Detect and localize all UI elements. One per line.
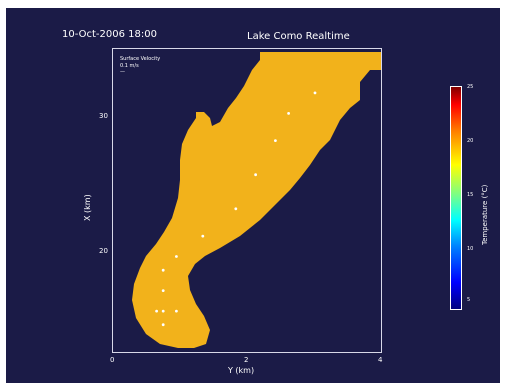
velocity-vector [161,309,165,313]
velocity-vector [161,289,165,292]
y-tick-20: 20 [99,247,108,255]
colorbar-label: Temperature (°C) [481,184,489,245]
datetime-label: 10-Oct-2006 18:00 [62,29,157,40]
velocity-vector [175,309,178,313]
velocity-vector [175,255,178,258]
velocity-vector [254,173,257,177]
chart-title: Lake Como Realtime [247,31,350,42]
x-axis-label: Y (km) [228,366,255,375]
colorbar-tick-20: 20 [467,138,474,144]
y-axis-label: X (km) [83,194,92,221]
velocity-vector [201,234,205,238]
velocity-vector [287,112,290,115]
velocity-vector [161,268,165,272]
velocity-legend-arrow: — [120,69,125,75]
colorbar-tick-10: 10 [467,246,474,252]
colorbar-tick-5: 5 [467,297,471,303]
axes-box [112,48,382,353]
velocity-vector [234,207,238,211]
y-tick-30: 30 [99,112,108,120]
x-tick-4: 4 [378,356,383,364]
x-tick-2: 2 [244,356,249,364]
lake-temperature-field [132,52,382,348]
colorbar-tick-15: 15 [467,192,474,198]
velocity-vector [155,309,159,313]
temperature-colorbar [450,86,462,310]
velocity-legend: Surface Velocity 0.1 m/s — [120,56,160,76]
velocity-vector [274,139,277,143]
velocity-legend-scale: 0.1 m/s [120,62,139,69]
velocity-legend-title: Surface Velocity [120,56,161,62]
colorbar-tick-25: 25 [467,84,474,90]
x-tick-0: 0 [110,356,115,364]
velocity-vector [313,91,317,95]
velocity-vector [161,323,165,327]
